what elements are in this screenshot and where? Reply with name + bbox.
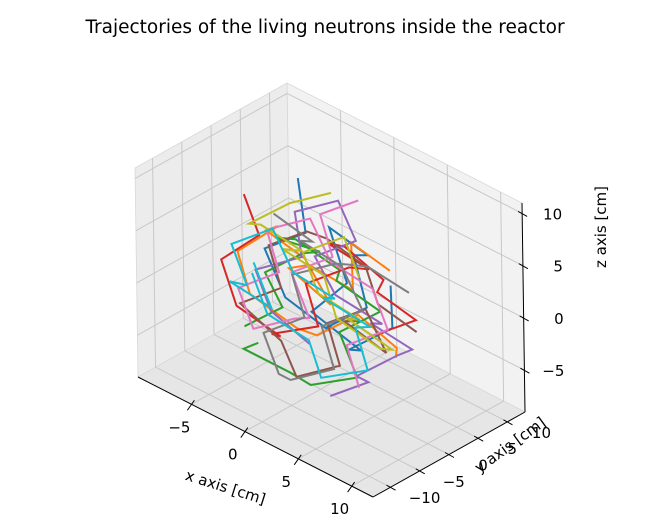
z-tick-label: 10 — [543, 205, 562, 223]
trajectory-line-4 — [220, 193, 419, 338]
x-tick-mark — [240, 427, 249, 438]
trajectory-line-8 — [262, 212, 410, 382]
x-gridline-back — [393, 137, 398, 347]
x-gridline-back — [446, 164, 451, 374]
y-tick-label: −10 — [409, 489, 441, 507]
z-gridline-back — [288, 197, 524, 319]
y-tick-mark — [386, 484, 396, 491]
z-gridline-left — [137, 249, 290, 336]
z-tick-label: 5 — [553, 258, 563, 276]
trajectory-line-6 — [238, 230, 418, 378]
trajectory-line-7 — [236, 199, 389, 389]
y-tick-label: 5 — [507, 440, 517, 458]
trajectory-line-10 — [229, 227, 374, 379]
z-tick-mark — [520, 367, 530, 374]
chart-title: Trajectories of the living neutrons insi… — [84, 17, 565, 38]
y-tick-label: 10 — [532, 424, 551, 442]
x-tick-label: 5 — [281, 473, 291, 491]
y-gridline-floor — [184, 350, 420, 472]
x-axis-label: x axis [cm] — [183, 466, 268, 508]
x-gridline-back — [500, 192, 505, 402]
y-gridline-floor — [272, 301, 508, 423]
z-axis-line — [521, 202, 526, 413]
y-tick-label: 0 — [478, 457, 488, 475]
series-group — [220, 177, 419, 397]
y-tick-mark — [415, 468, 426, 475]
z-gridline-left — [135, 145, 289, 232]
z-gridline-left — [134, 93, 288, 179]
y-tick-mark — [444, 452, 455, 458]
y-gridline-left — [181, 141, 186, 351]
z-gridline-back — [286, 93, 523, 214]
y-gridline-left — [152, 158, 157, 368]
z-tick-label: 0 — [554, 310, 564, 328]
axis-panes — [134, 82, 526, 498]
trajectory-line-5 — [254, 199, 415, 397]
z-tick-mark — [519, 315, 529, 322]
x-tick-label: 10 — [330, 500, 349, 518]
y-tick-label: −5 — [443, 473, 465, 491]
y-gridline-left — [210, 125, 215, 335]
y-tick-mark — [503, 419, 513, 426]
x-axis-line — [137, 376, 374, 498]
z-axis-label: z axis [cm] — [592, 186, 610, 268]
z-tick-mark — [517, 211, 528, 217]
z-gridline-back — [289, 249, 525, 371]
z-tick-mark — [518, 263, 529, 270]
x-tick-mark — [347, 481, 356, 493]
z-gridline-left — [136, 197, 289, 284]
x-tick-label: −5 — [168, 418, 190, 436]
x-tick-label: 0 — [228, 446, 238, 464]
z-gridline-back — [287, 145, 524, 267]
z-tick-label: −5 — [542, 362, 564, 380]
trajectory-line-9 — [245, 191, 396, 351]
x-tick-mark — [293, 454, 302, 466]
y-tick-mark — [473, 435, 484, 442]
x-tick-mark — [186, 399, 195, 411]
y-gridline-floor — [155, 366, 391, 488]
